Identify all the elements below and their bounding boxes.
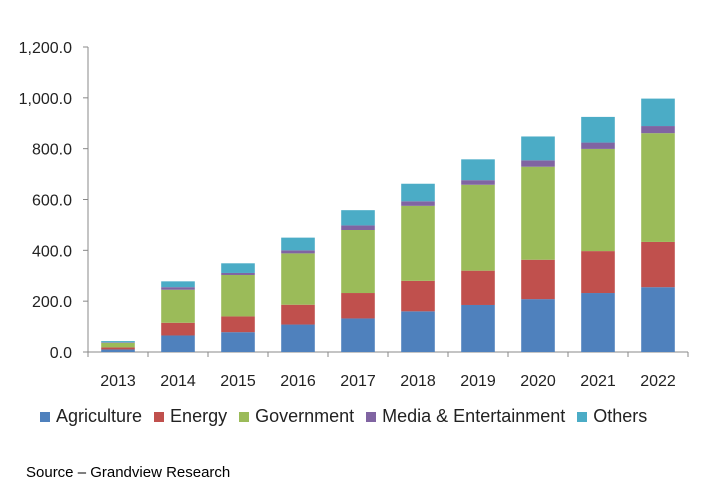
legend-item: Agriculture [40, 406, 142, 427]
x-tick-label: 2021 [580, 373, 616, 390]
bar-government-2019 [461, 184, 495, 271]
y-tick-label: 400.0 [32, 243, 72, 260]
legend-label: Agriculture [56, 406, 143, 426]
x-tick-label: 2015 [220, 373, 256, 390]
bar-government-2022 [641, 133, 675, 242]
x-tick-label: 2013 [100, 373, 136, 390]
x-tick-label: 2014 [160, 373, 196, 390]
bar-media-entertainment-2021 [581, 142, 615, 149]
bar-government-2015 [221, 274, 255, 317]
y-tick-label: 200.0 [32, 294, 72, 311]
bar-media-entertainment-2019 [461, 180, 495, 185]
x-tick-label: 2017 [340, 373, 376, 390]
bar-energy-2020 [521, 259, 555, 300]
bar-government-2020 [521, 166, 555, 260]
bar-media-entertainment-2016 [281, 250, 315, 254]
x-tick-label: 2018 [400, 373, 436, 390]
legend-swatch [577, 411, 588, 422]
legend-item: Energy [154, 406, 227, 427]
bar-agriculture-2018 [401, 311, 435, 352]
bar-agriculture-2022 [641, 287, 675, 352]
bar-government-2018 [401, 205, 435, 281]
legend-item: Others [577, 406, 647, 427]
y-tick-label: 1,000.0 [19, 91, 72, 108]
bar-others-2015 [221, 263, 255, 273]
bar-media-entertainment-2013 [101, 342, 135, 343]
legend-label: Others [593, 406, 648, 426]
legend-swatch [239, 411, 250, 422]
bar-agriculture-2021 [581, 293, 615, 352]
bar-government-2021 [581, 148, 615, 252]
bar-others-2022 [641, 98, 675, 127]
bar-media-entertainment-2022 [641, 126, 675, 134]
bar-energy-2015 [221, 316, 255, 333]
legend-item: Government [239, 406, 354, 427]
y-tick-label: 0.0 [50, 345, 72, 362]
y-tick-label: 1,200.0 [19, 40, 72, 57]
bars [101, 98, 675, 352]
bar-energy-2014 [161, 322, 195, 336]
bar-energy-2021 [581, 251, 615, 294]
legend-item: Media & Entertainment [366, 406, 565, 427]
bar-media-entertainment-2018 [401, 201, 435, 206]
bar-energy-2013 [101, 347, 135, 350]
legend-swatch [154, 411, 165, 422]
bar-others-2017 [341, 210, 375, 226]
legend: Agriculture Energy Government Media & Enter… [40, 406, 659, 427]
bar-others-2018 [401, 183, 435, 202]
bar-agriculture-2014 [161, 335, 195, 352]
bar-others-2021 [581, 116, 615, 143]
y-tick-label: 600.0 [32, 193, 72, 210]
bar-media-entertainment-2015 [221, 272, 255, 275]
bar-others-2016 [281, 237, 315, 251]
bar-others-2020 [521, 136, 555, 161]
x-tick-label: 2019 [460, 373, 496, 390]
bar-energy-2022 [641, 241, 675, 288]
stacked-bar-chart: 0.0 200.0 400.0 600.0 800.0 1,000.0 1,200.0 201… [19, 40, 689, 390]
bar-agriculture-2016 [281, 324, 315, 352]
bar-others-2014 [161, 281, 195, 288]
legend-label: Media & Entertainment [382, 406, 566, 426]
bar-energy-2018 [401, 280, 435, 312]
bar-agriculture-2020 [521, 299, 555, 352]
tick-labels: 0.0 200.0 400.0 600.0 800.0 1,000.0 1,200.0 201… [19, 40, 676, 390]
legend-swatch [40, 411, 50, 422]
source-note: Source – Grandview Research [26, 464, 231, 481]
x-tick-label: 2016 [280, 373, 316, 390]
bar-media-entertainment-2020 [521, 160, 555, 167]
legend-label: Government [255, 406, 355, 426]
bar-agriculture-2017 [341, 318, 375, 352]
bar-agriculture-2015 [221, 332, 255, 352]
x-tick-label: 2022 [640, 373, 676, 390]
bar-agriculture-2013 [101, 349, 135, 352]
bar-media-entertainment-2014 [161, 287, 195, 290]
y-tick-label: 800.0 [32, 142, 72, 159]
bar-others-2013 [101, 341, 135, 343]
legend-label: Energy [170, 406, 228, 426]
bar-government-2014 [161, 289, 195, 323]
bar-energy-2017 [341, 293, 375, 319]
bar-agriculture-2019 [461, 304, 495, 352]
bar-energy-2019 [461, 270, 495, 305]
legend-swatch [366, 411, 377, 422]
bar-media-entertainment-2017 [341, 225, 375, 230]
x-tick-label: 2020 [520, 373, 556, 390]
bar-government-2016 [281, 253, 315, 305]
bar-government-2013 [101, 342, 135, 348]
bar-energy-2016 [281, 304, 315, 325]
bar-government-2017 [341, 230, 375, 294]
bar-others-2019 [461, 159, 495, 181]
